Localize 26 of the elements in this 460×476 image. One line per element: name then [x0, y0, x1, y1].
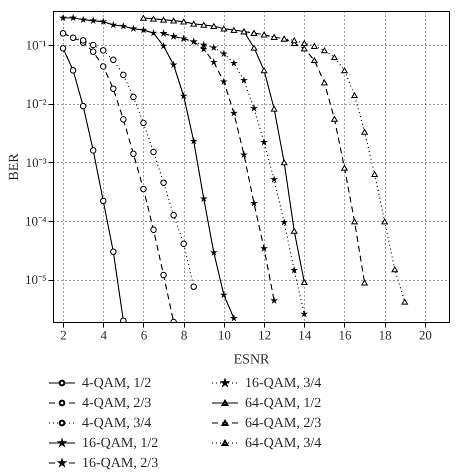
legend-label: 16-QAM, 2/3 [82, 456, 158, 471]
x-tick-label: 16 [338, 328, 352, 342]
x-axis-title: ESNR [234, 352, 270, 368]
y-tick-label: 10⁻⁴ [24, 214, 47, 229]
legend-label: 4-QAM, 2/3 [82, 396, 152, 411]
x-tick-label: 20 [418, 328, 432, 342]
legend-label: 16-QAM, 1/2 [82, 436, 158, 451]
x-tick-label: 6 [140, 328, 148, 342]
x-tick-label: 8 [180, 328, 188, 342]
legend-label: 64-QAM, 1/2 [245, 396, 322, 411]
legend-label: 16-QAM, 3/4 [245, 376, 322, 391]
legend-label: 4-QAM, 1/2 [82, 376, 152, 391]
x-tick-label: 10 [218, 328, 231, 342]
y-tick-label: 10⁻³ [26, 154, 47, 170]
x-tick-label: 2 [60, 328, 67, 342]
x-tick-label: 12 [258, 328, 272, 342]
x-tick-label: 4 [100, 328, 108, 342]
x-tick-label: 14 [298, 328, 312, 342]
legend-label: 4-QAM, 3/4 [82, 416, 152, 431]
y-tick-label: 10⁻² [26, 96, 47, 112]
legend-label: 64-QAM, 2/3 [245, 416, 322, 431]
y-tick-label: 10⁻⁵ [24, 272, 46, 288]
legend-label: 64-QAM, 3/4 [245, 436, 322, 451]
x-tick-label: 18 [378, 328, 392, 342]
y-axis-title: BER [6, 152, 22, 181]
y-tick-label: 10⁻¹ [26, 38, 47, 53]
